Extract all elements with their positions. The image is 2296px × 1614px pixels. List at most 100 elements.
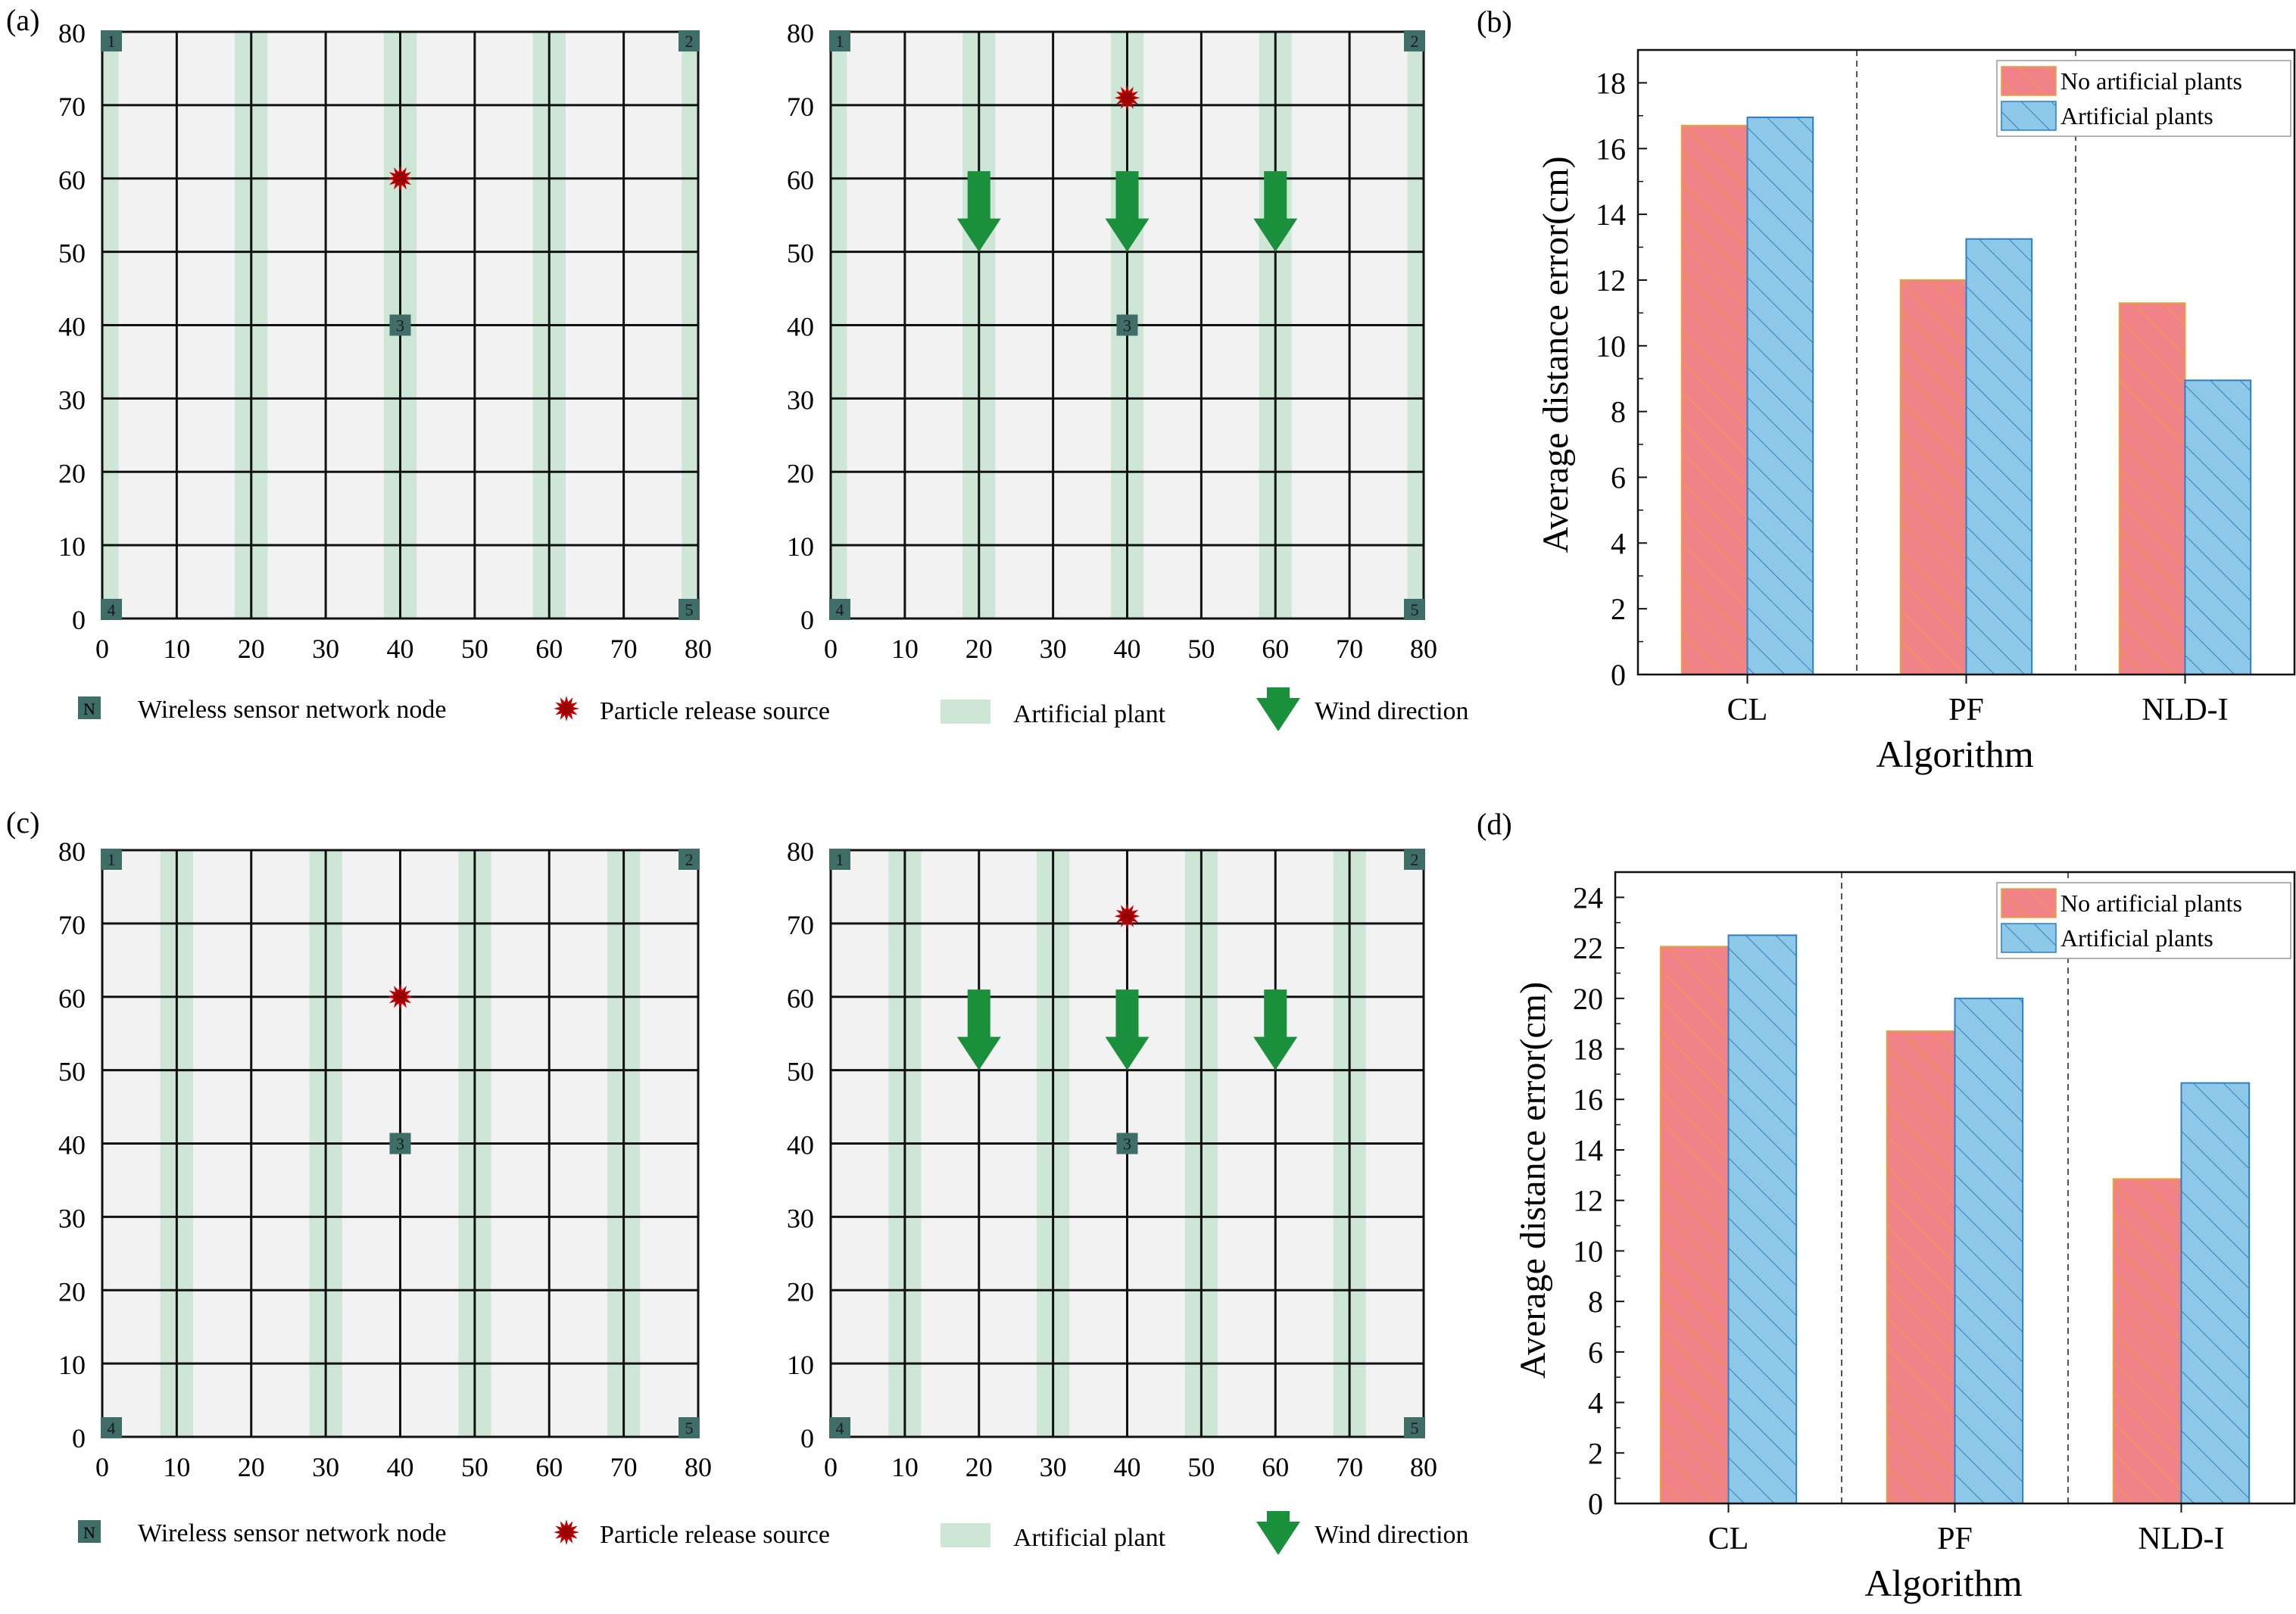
- x-tick-label: 30: [312, 1452, 339, 1482]
- y-tick-label: 0: [1588, 1487, 1603, 1521]
- legend-plant-swatch: [941, 700, 990, 724]
- x-category-label: PF: [1937, 1522, 1973, 1556]
- bar-CL-plants: [1727, 934, 1798, 1504]
- y-tick-label: 22: [1573, 931, 1603, 965]
- sensor-node-3: [1116, 1133, 1138, 1154]
- bar-NLD-I-plants: [2184, 379, 2252, 675]
- wind-direction-arrow-icon: [1105, 989, 1150, 1070]
- chart-frame: [1614, 871, 2296, 1505]
- sensor-node-label: 5: [1411, 1419, 1419, 1438]
- y-tick-label: 14: [1573, 1133, 1603, 1167]
- legend-node-icon: [78, 1520, 101, 1543]
- sensor-node-1: [829, 849, 850, 870]
- x-tick-label: 20: [966, 634, 993, 664]
- bar-PF-plants: [1965, 238, 2033, 675]
- sensor-node-3: [1116, 314, 1138, 336]
- y-tick-label: 10: [1596, 329, 1626, 363]
- chart-frame: [1636, 48, 2296, 676]
- layout-panel-c-right: 00 10 10 20 20 30 30 40 40 50 50 60 60 70 70 80 80 1 2 3 4 5: [787, 837, 1437, 1482]
- x-axis-label: Algorithm: [1876, 733, 2033, 775]
- y-tick-label: 40: [58, 1130, 86, 1161]
- x-tick-label: 50: [1187, 1452, 1215, 1482]
- wind-direction-arrow-icon: [956, 171, 1001, 252]
- bar-PF-no-plants: [1899, 279, 1967, 675]
- y-tick-label: 70: [787, 910, 814, 940]
- sensor-node-5: [679, 599, 700, 620]
- x-tick-label: 50: [461, 1452, 488, 1482]
- legend-swatch-no-plants: [2001, 888, 2057, 918]
- legend-plant-label: Artificial plant: [1013, 1524, 1166, 1552]
- legend-entry-label: No artificial plants: [2060, 890, 2242, 917]
- x-tick-label: 80: [1410, 1452, 1437, 1482]
- x-tick-label: 40: [387, 1452, 414, 1482]
- particle-source-core: [1121, 910, 1134, 923]
- sensor-node-4: [101, 599, 122, 620]
- sensor-node-label: 1: [108, 32, 116, 51]
- y-tick-label: 30: [787, 1203, 814, 1233]
- legend-node-label: Wireless sensor network node: [138, 696, 446, 724]
- y-tick-label: 50: [58, 238, 86, 269]
- bar-chart-b: CL PF NLD-I 0 2 4 6 8 10 12 14 16 18 Algorithm Average…: [1536, 48, 2296, 775]
- y-tick-label: 0: [800, 1423, 814, 1454]
- y-tick-label: 40: [787, 1130, 814, 1161]
- y-tick-label: 16: [1573, 1083, 1603, 1117]
- x-tick-label: 20: [238, 1452, 265, 1482]
- y-tick-label: 24: [1573, 880, 1603, 914]
- sensor-node-5: [1404, 599, 1425, 620]
- x-axis-label: Algorithm: [1864, 1562, 2022, 1604]
- x-tick-label: 50: [461, 634, 488, 664]
- bar-NLD-I-no-plants: [2118, 302, 2186, 675]
- y-tick-label: 20: [787, 1276, 814, 1307]
- legend-node-label: Wireless sensor network node: [138, 1519, 446, 1547]
- y-tick-label: 12: [1573, 1184, 1603, 1218]
- sensor-node-3: [389, 1133, 411, 1154]
- sensor-node-5: [679, 1417, 700, 1438]
- x-tick-label: 80: [1410, 634, 1437, 664]
- sensor-node-1: [101, 849, 122, 870]
- sensor-node-label: 3: [1123, 1135, 1131, 1154]
- x-tick-label: 0: [95, 1452, 109, 1482]
- y-tick-label: 10: [787, 531, 814, 562]
- wind-direction-arrow-icon: [1253, 171, 1298, 252]
- particle-source-core: [560, 1526, 572, 1538]
- sensor-node-5: [1404, 1417, 1425, 1438]
- y-tick-label: 10: [1573, 1234, 1603, 1268]
- sensor-node-label: 4: [836, 1419, 844, 1438]
- x-tick-label: 10: [891, 1452, 919, 1482]
- x-category-label: CL: [1727, 693, 1768, 728]
- layout-panel-a-right: 00 10 10 20 20 30 30 40 40 50 50 60 60 70 70 80 80 1 2 3 4 5: [787, 18, 1437, 664]
- y-tick-label: 4: [1611, 526, 1626, 560]
- legend-plant-swatch: [941, 1523, 990, 1547]
- x-category-label: PF: [1948, 693, 1984, 728]
- layout-panel-a-left: 00 10 10 20 20 30 30 40 40 50 50 60 60 70 70 80 80 1 2 3 4 5: [58, 18, 712, 664]
- sensor-node-1: [101, 30, 122, 51]
- layout-legend-bottom: N Wireless sensor network node Particle re…: [78, 1511, 1469, 1555]
- y-tick-label: 6: [1611, 460, 1626, 494]
- x-tick-label: 60: [535, 1452, 563, 1482]
- legend-entry-label: No artificial plants: [2060, 67, 2242, 95]
- y-tick-label: 10: [58, 1350, 86, 1380]
- y-tick-label: 6: [1588, 1335, 1603, 1369]
- sensor-node-label: 2: [1411, 32, 1419, 51]
- sensor-node-label: 4: [108, 1419, 116, 1438]
- sensor-node-2: [1404, 30, 1425, 51]
- sensor-node-3: [389, 314, 411, 336]
- y-tick-label: 12: [1596, 263, 1626, 298]
- legend-node-symbol: N: [83, 1523, 95, 1542]
- x-tick-label: 50: [1187, 634, 1215, 664]
- sensor-node-4: [829, 1417, 850, 1438]
- legend-wind-label: Wind direction: [1315, 1521, 1469, 1549]
- x-tick-label: 20: [238, 634, 265, 664]
- sensor-node-label: 5: [685, 1419, 694, 1438]
- x-tick-label: 10: [891, 634, 919, 664]
- y-tick-label: 14: [1596, 198, 1626, 232]
- bar-PF-no-plants: [1886, 1030, 1956, 1504]
- panel-label-a: (a): [6, 3, 39, 37]
- legend-swatch-plants: [2001, 101, 2057, 131]
- y-tick-label: 4: [1588, 1386, 1603, 1420]
- sensor-node-label: 2: [685, 850, 694, 869]
- sensor-node-label: 1: [108, 850, 116, 869]
- panel-label-d: (d): [1477, 807, 1512, 841]
- sensor-node-2: [1404, 849, 1425, 870]
